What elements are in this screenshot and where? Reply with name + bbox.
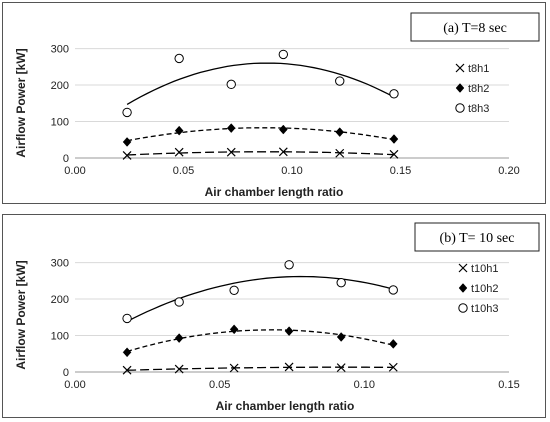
- trendline-t10h1: [127, 366, 394, 371]
- data-point-t8h1: [226, 147, 236, 157]
- data-point-t8h2: [174, 125, 184, 136]
- data-point-t8h2: [335, 127, 345, 137]
- y-tick-label-a: 200: [51, 80, 69, 92]
- trendline-t8h1: [127, 151, 395, 156]
- trendline-t10h2: [126, 329, 394, 353]
- data-point-t10h1: [122, 365, 132, 375]
- data-point-t8h3: [278, 49, 289, 60]
- data-point-t8h3: [226, 79, 236, 90]
- trendline-t8h3: [126, 62, 395, 105]
- data-point-t10h3: [229, 285, 239, 296]
- trendline-t8h2: [126, 127, 395, 142]
- legend-label-t10h1: t10h1: [471, 263, 499, 275]
- y-tick-label-a: 100: [51, 117, 69, 129]
- tag-box-b: (b) T= 10 sec: [414, 222, 540, 252]
- legend-label-t10h2: t10h2: [471, 283, 499, 295]
- data-point-t8h2: [226, 123, 236, 133]
- legend-label-t10h3: t10h3: [471, 303, 499, 315]
- x-axis-title-a: Air chamber length ratio: [205, 185, 344, 199]
- data-point-t8h1: [122, 151, 132, 160]
- legend-marker-t8h3: [455, 103, 465, 113]
- plot-area-a: 0 100 200 300 0.00 0.05 0.10 0.15 0.20: [51, 44, 520, 177]
- tag-box-a: (a) T=8 sec: [410, 12, 540, 42]
- data-point-t10h2: [284, 326, 294, 337]
- legend-marker-t8h2: [455, 83, 465, 93]
- legend-a: t8h1 t8h2 t8h3: [455, 63, 489, 115]
- data-point-t10h3: [122, 313, 132, 324]
- data-point-t10h2: [122, 347, 132, 358]
- plot-area-b: 0 100 200 300 0.00 0.05 0.10 0.15: [51, 258, 520, 391]
- y-tick-label-a: 0: [63, 153, 69, 165]
- x-axis-title-b: Air chamber length ratio: [216, 399, 355, 413]
- x-tick-label-b: 0.00: [64, 379, 85, 391]
- chart-a-svg: (a) T=8 sec Airflow Power [kW] Air chamb…: [14, 12, 540, 199]
- data-point-t10h2: [336, 332, 346, 342]
- y-tick-label-a: 300: [51, 44, 69, 56]
- legend-marker-t10h1: [458, 263, 468, 273]
- data-point-t8h3: [122, 107, 132, 118]
- chart-panel-a: (a) T=8 sec Airflow Power [kW] Air chamb…: [2, 2, 546, 204]
- data-point-t10h2: [229, 324, 239, 335]
- data-point-t8h1: [389, 149, 399, 159]
- legend-marker-t10h2: [458, 283, 468, 293]
- x-tick-label-a: 0.10: [281, 165, 302, 177]
- tag-label-b: (b) T= 10 sec: [440, 231, 515, 246]
- data-point-t10h1: [284, 362, 294, 372]
- data-point-t8h1: [174, 147, 184, 157]
- data-point-t10h1: [336, 363, 346, 373]
- x-tick-label-a: 0.20: [498, 165, 519, 177]
- chart-panel-b: (b) T= 10 sec Airflow Power [kW] Air cha…: [2, 214, 546, 418]
- y-tick-label-b: 100: [51, 331, 69, 343]
- x-tick-label-b: 0.05: [209, 379, 230, 391]
- data-point-t8h2: [389, 134, 399, 144]
- data-point-t10h1: [229, 363, 239, 373]
- data-point-t10h3: [284, 260, 294, 270]
- data-point-t10h1: [388, 362, 398, 372]
- y-axis-title-b: Airflow Power [kW]: [14, 260, 28, 369]
- data-point-t8h3: [174, 53, 184, 64]
- y-tick-label-b: 200: [51, 294, 69, 306]
- data-point-t8h2: [278, 124, 288, 135]
- chart-b-svg: (b) T= 10 sec Airflow Power [kW] Air cha…: [14, 222, 540, 413]
- y-axis-title-a: Airflow Power [kW]: [14, 48, 28, 157]
- y-tick-label-b: 300: [51, 258, 69, 270]
- x-tick-label-b: 0.15: [498, 379, 519, 391]
- data-point-t8h2: [122, 137, 132, 147]
- data-point-t10h3: [174, 297, 184, 307]
- data-point-t8h1: [278, 147, 288, 157]
- legend-label-t8h1: t8h1: [468, 63, 489, 75]
- data-point-t10h1: [174, 364, 184, 374]
- legend-label-t8h2: t8h2: [468, 83, 489, 95]
- data-point-t10h2: [174, 333, 184, 343]
- y-tick-label-b: 0: [63, 367, 69, 379]
- x-tick-label-a: 0.05: [173, 165, 194, 177]
- x-tick-label-a: 0.15: [390, 165, 411, 177]
- legend-b: t10h1 t10h2 t10h3: [458, 263, 499, 315]
- x-tick-label-b: 0.10: [354, 379, 375, 391]
- data-point-t10h2: [388, 339, 398, 349]
- data-point-t10h3: [388, 285, 398, 295]
- data-point-t8h3: [335, 76, 345, 86]
- data-point-t10h3: [336, 277, 346, 288]
- legend-marker-t8h1: [455, 63, 465, 73]
- data-point-t8h1: [335, 148, 345, 158]
- x-tick-label-a: 0.00: [64, 165, 85, 177]
- legend-marker-t10h3: [458, 303, 468, 313]
- trendline-t10h3: [126, 275, 394, 323]
- tag-label-a: (a) T=8 sec: [443, 21, 507, 36]
- data-point-t8h3: [389, 89, 399, 99]
- legend-label-t8h3: t8h3: [468, 103, 489, 115]
